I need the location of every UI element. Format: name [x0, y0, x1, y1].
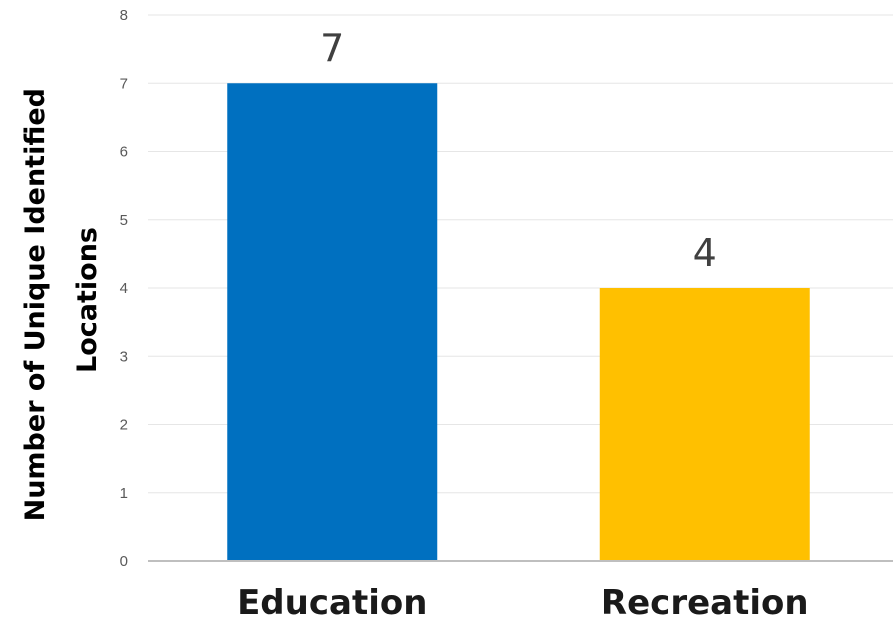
data-labels: 74: [320, 26, 717, 275]
y-tick-label: 3: [120, 348, 128, 365]
y-axis-ticks: 0 1 2 3 4 5 6 7 8: [120, 7, 128, 570]
y-tick-label: 2: [120, 417, 128, 434]
bar-education: [227, 83, 438, 561]
bar-recreation: [599, 288, 810, 561]
bars: [227, 83, 810, 561]
category-label-recreation: Recreation: [601, 583, 809, 623]
category-labels: Education Recreation: [237, 583, 808, 623]
y-tick-label: 4: [120, 280, 128, 297]
y-tick-label: 0: [120, 553, 128, 570]
y-tick-label: 7: [120, 75, 128, 92]
category-label-education: Education: [237, 583, 427, 623]
y-axis-title-line-1: Number of Unique Identified: [20, 88, 51, 521]
y-tick-label: 1: [120, 485, 128, 502]
y-tick-label: 5: [120, 212, 128, 229]
y-tick-label: 6: [120, 144, 128, 161]
y-axis-title-line-2: Locations: [72, 227, 103, 373]
data-label-recreation: 4: [693, 231, 717, 275]
y-axis-title: Number of Unique Identified Locations: [20, 79, 103, 522]
data-label-education: 7: [320, 26, 344, 70]
y-tick-label: 8: [120, 7, 128, 24]
